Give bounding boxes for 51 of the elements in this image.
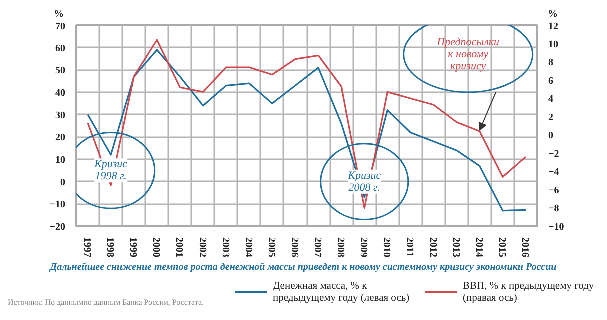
y2-tick-label: 6 <box>548 76 554 87</box>
x-tick-label: 2016 <box>519 238 530 258</box>
y-tick-label: −10 <box>50 200 66 211</box>
y2-tick-label: 4 <box>548 94 554 106</box>
x-tick-label: 2015 <box>496 238 508 258</box>
y-tick-label: 40 <box>56 88 66 99</box>
y2-tick-label: −4 <box>548 167 560 178</box>
y2-tick-label: 12 <box>548 22 558 32</box>
annotation: Кризис 2008 г. <box>347 170 382 194</box>
x-tick-label: 2010 <box>381 238 392 258</box>
y-axis-title: % <box>54 9 64 20</box>
y2-axis-title: % <box>548 9 558 20</box>
x-tick-label: 1999 <box>128 238 139 258</box>
legend-label: Денежная масса, % к предыдущему году (левая ось) <box>273 281 411 306</box>
x-tick-label: 2004 <box>242 238 254 258</box>
y-tick-label: 60 <box>56 43 66 54</box>
y-tick-label: 50 <box>56 66 66 77</box>
x-tick-label: 2000 <box>150 238 162 258</box>
y2-tick-label: −10 <box>548 222 564 233</box>
text: Дальнейшее снижение темпов роста денежной массы приведет к новому системному кризису экономики России <box>48 262 558 273</box>
x-tick-label: 2011 <box>404 238 416 257</box>
text: Источник: По даннымпо данным Банка России, Росстата. <box>8 298 204 307</box>
x-tick-label: 1998 <box>104 238 116 258</box>
x-tick-label: 2008 <box>335 238 346 258</box>
y-tick-label: −20 <box>50 222 66 233</box>
y2-tick-label: −6 <box>548 185 560 196</box>
y-tick-label: 0 <box>60 177 66 188</box>
y-tick-label: 70 <box>56 22 66 32</box>
x-tick-label: 2012 <box>427 238 438 258</box>
y2-tick-label: 10 <box>548 39 558 50</box>
x-tick-label: 2014 <box>473 238 484 258</box>
x-tick-label: 2006 <box>288 238 300 258</box>
y2-tick-label: 8 <box>548 58 554 69</box>
y2-tick-label: 0 <box>548 130 554 142</box>
annotation: Кризис 1998 г. <box>94 158 128 183</box>
x-tick-label: 1997 <box>82 238 93 258</box>
x-tick-label: 2005 <box>266 238 277 258</box>
y2-tick-label: −2 <box>548 148 560 160</box>
legend-label: ВВП, % к предыдущему году (правая ось) <box>463 281 596 306</box>
y-tick-label: 10 <box>56 155 66 166</box>
x-tick-label: 2003 <box>220 238 231 258</box>
x-tick-label: 2007 <box>312 238 324 258</box>
y-tick-label: 20 <box>56 132 66 144</box>
y2-tick-label: 2 <box>548 112 554 124</box>
x-tick-label: 2013 <box>450 238 462 258</box>
y2-tick-label: −8 <box>548 204 560 215</box>
y-tick-label: 30 <box>56 110 66 122</box>
x-tick-label: 2002 <box>196 238 208 258</box>
annotation: Предпосылки к новому кризису <box>436 36 500 73</box>
x-tick-label: 2009 <box>358 238 370 258</box>
x-tick-label: 2001 <box>174 238 185 258</box>
